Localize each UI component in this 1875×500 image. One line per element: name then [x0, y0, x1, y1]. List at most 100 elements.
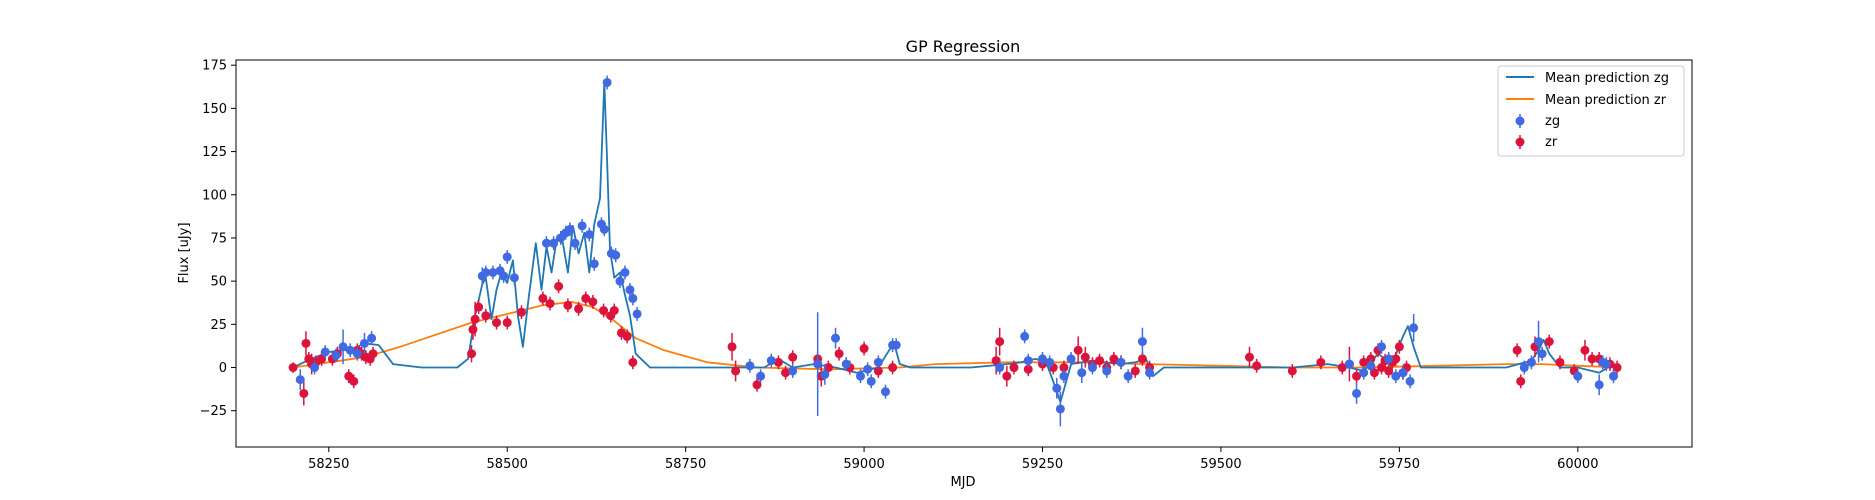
- zg-point: [788, 366, 797, 375]
- zr-point: [1395, 342, 1404, 351]
- x-tick-label: 59000: [843, 457, 884, 472]
- zg-point: [1602, 360, 1611, 369]
- legend-label-zr-line: Mean prediction zr: [1545, 93, 1667, 108]
- zg-point: [1045, 358, 1054, 367]
- y-axis-label: Flux [uJy]: [177, 222, 192, 283]
- zg-point: [745, 361, 754, 370]
- zg-point: [578, 221, 587, 230]
- y-tick-label: 150: [202, 102, 227, 117]
- zg-point: [842, 360, 851, 369]
- zr-point: [1081, 353, 1090, 362]
- zr-point: [788, 353, 797, 362]
- zg-point: [863, 365, 872, 374]
- zr-point: [1288, 366, 1297, 375]
- legend-label-zg-points: zg: [1545, 114, 1560, 129]
- zr-point: [1245, 353, 1254, 362]
- y-tick-label: 100: [202, 188, 227, 203]
- zg-point: [1384, 354, 1393, 363]
- zg-point: [1020, 332, 1029, 341]
- zr-point: [517, 308, 526, 317]
- zr-point: [563, 301, 572, 310]
- zr-point: [1095, 356, 1104, 365]
- zg-point: [1088, 363, 1097, 372]
- zg-point: [571, 239, 580, 248]
- y-tick-label: 175: [202, 59, 227, 74]
- zr-point: [728, 342, 737, 351]
- legend-label-zg-line: Mean prediction zg: [1545, 71, 1669, 86]
- zr-point: [610, 306, 619, 315]
- x-tick-label: 60000: [1557, 457, 1598, 472]
- zr-point: [471, 315, 480, 324]
- zr-point: [588, 297, 597, 306]
- zg-point: [590, 259, 599, 268]
- zg-point: [1398, 368, 1407, 377]
- zr-point: [467, 349, 476, 358]
- zr-point: [546, 299, 555, 308]
- y-tick-label: 125: [202, 145, 227, 160]
- zr-point: [1545, 337, 1554, 346]
- zg-point: [600, 225, 609, 234]
- zg-point: [881, 387, 890, 396]
- y-tick-label: 50: [210, 275, 227, 290]
- zr-point: [995, 337, 1004, 346]
- zg-point: [628, 294, 637, 303]
- legend: Mean prediction zg Mean prediction zr zg…: [1498, 66, 1684, 156]
- zg-point: [603, 78, 612, 87]
- zr-point: [1316, 358, 1325, 367]
- zr-point: [1555, 358, 1564, 367]
- zr-point: [574, 304, 583, 313]
- zg-point: [892, 341, 901, 350]
- zr-point: [860, 344, 869, 353]
- zg-point: [867, 377, 876, 386]
- zg-point: [1067, 354, 1076, 363]
- x-axis-label: MJD: [950, 475, 975, 490]
- y-tick-label: 25: [210, 318, 227, 333]
- zg-point: [856, 372, 865, 381]
- zr-point: [474, 303, 483, 312]
- zg-point: [611, 251, 620, 260]
- y-tick-label: −25: [200, 404, 227, 419]
- zr-point: [1580, 346, 1589, 355]
- zr-point: [1009, 363, 1018, 372]
- zr-point: [1513, 346, 1522, 355]
- y-tick-label: 0: [219, 361, 227, 376]
- zr-point: [468, 325, 477, 334]
- zr-point: [628, 358, 637, 367]
- zr-point: [1074, 346, 1083, 355]
- zg-point: [566, 225, 575, 234]
- zg-point: [1534, 337, 1543, 346]
- zg-point: [331, 351, 340, 360]
- zg-point: [1024, 356, 1033, 365]
- zr-point: [623, 332, 632, 341]
- zr-point: [301, 339, 310, 348]
- zg-point: [1409, 323, 1418, 332]
- zr-point: [731, 366, 740, 375]
- zr-point: [289, 363, 298, 372]
- zg-point: [499, 271, 508, 280]
- zg-point: [1077, 368, 1086, 377]
- zg-point: [503, 252, 512, 261]
- zg-point: [1595, 380, 1604, 389]
- zg-point: [1102, 366, 1111, 375]
- zg-point: [1352, 389, 1361, 398]
- zg-point: [1609, 372, 1618, 381]
- zg-point: [1377, 342, 1386, 351]
- zr-point: [1516, 377, 1525, 386]
- y-tick-label: 75: [210, 231, 227, 246]
- zg-point: [820, 370, 829, 379]
- zg-point: [321, 347, 330, 356]
- x-tick-label: 58750: [665, 457, 706, 472]
- zr-point: [492, 318, 501, 327]
- zr-point: [299, 389, 308, 398]
- zg-point: [813, 360, 822, 369]
- zr-point: [481, 311, 490, 320]
- zr-point: [503, 318, 512, 327]
- zg-point: [767, 356, 776, 365]
- zg-point: [1359, 368, 1368, 377]
- zg-point: [1538, 349, 1547, 358]
- zg-point: [995, 363, 1004, 372]
- zg-point: [1345, 360, 1354, 369]
- zr-point: [835, 349, 844, 358]
- zg-point: [1056, 404, 1065, 413]
